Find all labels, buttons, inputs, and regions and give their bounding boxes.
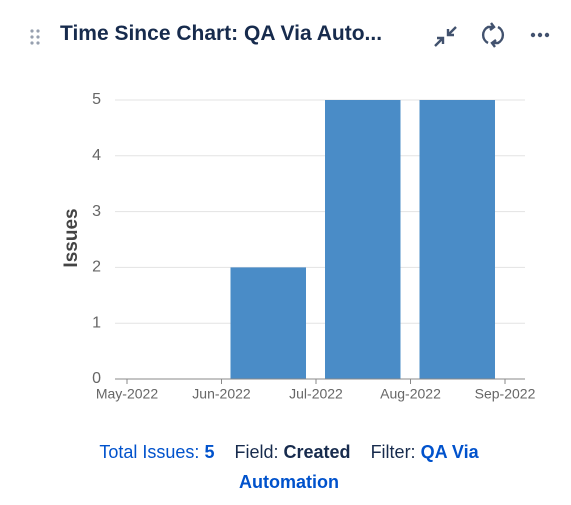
y-tick-label: 1 xyxy=(92,314,101,331)
collapse-icon[interactable] xyxy=(434,26,457,47)
x-tick-label: Aug-2022 xyxy=(380,386,441,402)
bar xyxy=(230,267,306,379)
gadget-title: Time Since Chart: QA Via Auto... xyxy=(60,22,383,45)
drag-handle[interactable] xyxy=(30,29,40,45)
y-tick-label: 0 xyxy=(92,370,101,387)
field-value: Created xyxy=(283,442,351,462)
y-tick-label: 2 xyxy=(92,259,101,276)
y-axis-label: Issues xyxy=(61,208,82,267)
filter-value[interactable]: QA Via Automation xyxy=(239,442,479,492)
bar xyxy=(325,100,401,379)
x-tick-label: Jul-2022 xyxy=(289,386,343,402)
refresh-icon[interactable] xyxy=(481,22,505,48)
total-value[interactable]: 5 xyxy=(204,442,215,462)
y-tick-label: 5 xyxy=(92,91,101,108)
x-tick-label: Jun-2022 xyxy=(192,386,251,402)
bar xyxy=(419,100,495,379)
footer: Total Issues: 5 Field: Created Filter: Q… xyxy=(58,437,520,497)
x-tick-label: May-2022 xyxy=(96,386,158,402)
field-label: Field: xyxy=(234,442,279,462)
more-icon[interactable] xyxy=(530,32,550,38)
total-label: Total Issues: xyxy=(99,442,200,462)
y-tick-label: 4 xyxy=(92,147,101,164)
y-tick-label: 3 xyxy=(92,203,101,220)
filter-label: Filter: xyxy=(370,442,416,462)
x-tick-label: Sep-2022 xyxy=(475,386,536,402)
